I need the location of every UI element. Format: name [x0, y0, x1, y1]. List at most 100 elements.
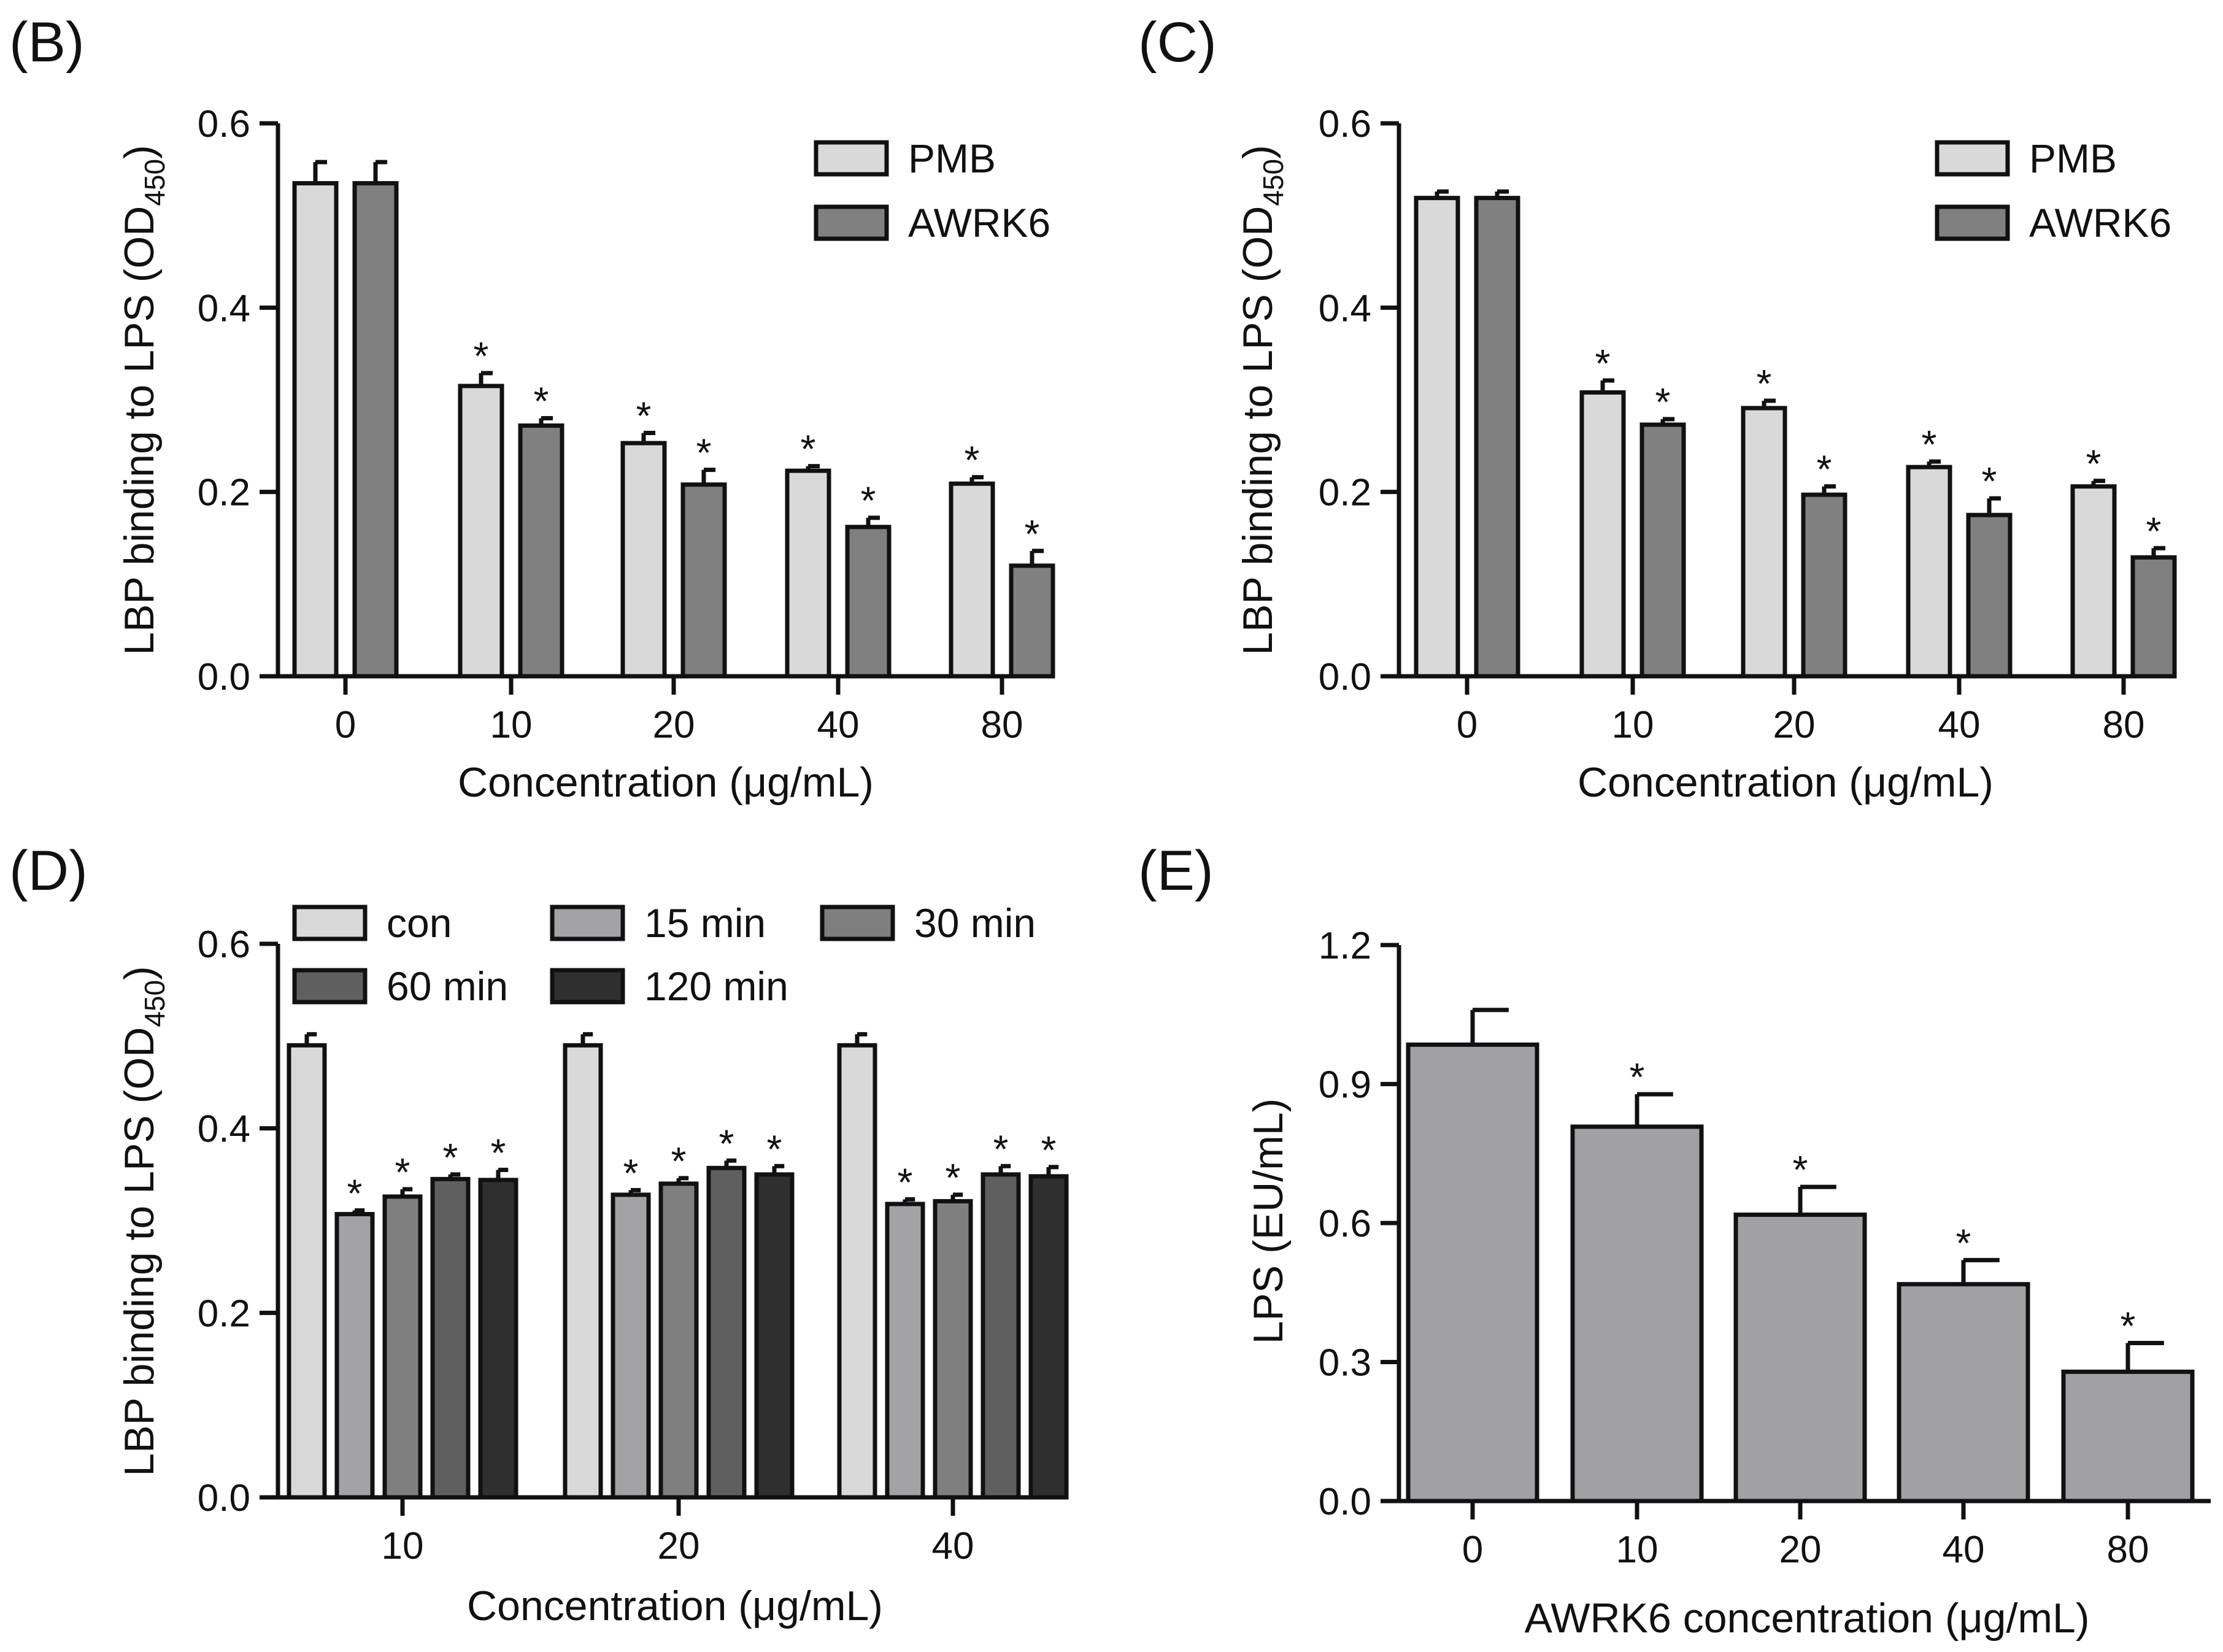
significance-marker: * [2086, 442, 2102, 486]
significance-marker: * [623, 1151, 639, 1195]
bar [683, 485, 725, 676]
significance-marker: * [965, 438, 980, 482]
bar [355, 183, 396, 676]
x-tick-label: 40 [817, 704, 860, 746]
x-tick-label: 20 [1773, 704, 1816, 746]
y-tick-label: 0.3 [1319, 1342, 1371, 1384]
legend-swatch [552, 970, 623, 1002]
significance-marker: * [1793, 1148, 1808, 1192]
bar [623, 443, 665, 676]
x-tick-label: 80 [2107, 1529, 2149, 1571]
y-axis-label-end: ) [1235, 145, 1281, 159]
significance-marker: * [1982, 459, 1997, 503]
bar [520, 426, 562, 676]
legend-swatch [1937, 207, 2008, 239]
y-axis-label-end: ) [116, 145, 163, 159]
y-tick-label: 0.2 [1319, 472, 1371, 514]
significance-marker: * [395, 1150, 410, 1194]
legend-swatch [822, 907, 893, 939]
legend-swatch [1937, 142, 2008, 174]
bar [433, 1179, 468, 1497]
legend: PMB AWRK6 [1937, 136, 2171, 245]
bar [480, 1180, 516, 1497]
bar [839, 1045, 875, 1497]
y-axis-label-subscript: 450 [139, 980, 171, 1027]
bar [613, 1195, 649, 1497]
chart-panel-3: (E) 0.0 0.3 0.6 0.9 1.2 0 10 * 20 * 40 * 80 * AWRK6 con… [1138, 840, 2211, 1642]
chart-panel-2: (D) 0.0 0.2 0.4 0.6 10 * * * * 20 * * * * 40 * * * * Concent… [9, 840, 1066, 1629]
x-tick-label: 20 [658, 1525, 700, 1567]
bar [935, 1201, 971, 1497]
y-axis-label: LBP binding to LPS (OD450) [116, 966, 171, 1476]
x-axis-label: AWRK6 concentration (μg/mL) [1525, 1595, 2090, 1642]
y-tick-label: 0.0 [198, 656, 250, 698]
significance-marker: * [2146, 509, 2162, 553]
x-tick-label: 10 [382, 1525, 424, 1567]
x-tick-label: 20 [653, 704, 695, 746]
legend-swatch [295, 970, 365, 1002]
figure-canvas: (B)0.00.20.40.60 10**20**40**80**Concentr… [0, 0, 2223, 1652]
x-tick-label: 40 [1943, 1529, 1985, 1571]
bar [565, 1045, 601, 1497]
y-tick-label: 0.6 [1319, 1203, 1371, 1245]
bar [1573, 1127, 1701, 1501]
y-tick-label: 1.2 [1319, 925, 1371, 967]
panel-label: (C) [1138, 11, 1217, 74]
y-tick-label: 0.4 [1319, 287, 1371, 330]
significance-marker: * [993, 1127, 1009, 1171]
y-axis-label-subscript: 450 [139, 159, 171, 206]
x-tick-label: 80 [2103, 704, 2145, 746]
legend-label: 30 min [914, 900, 1036, 946]
bar [2063, 1372, 2192, 1501]
bar [1968, 515, 2010, 676]
bar [1416, 198, 1458, 676]
significance-marker: * [1922, 422, 1937, 466]
legend-label: con [387, 900, 452, 946]
legend-swatch [552, 907, 623, 939]
significance-marker: * [719, 1121, 734, 1165]
bar [709, 1168, 744, 1497]
significance-marker: * [696, 431, 712, 475]
bar [1011, 566, 1053, 676]
significance-marker: * [801, 427, 816, 471]
legend-swatch [816, 207, 887, 239]
significance-marker: * [671, 1139, 687, 1183]
significance-marker: * [636, 394, 652, 438]
significance-marker: * [443, 1135, 458, 1179]
panel-label: (B) [9, 11, 85, 74]
chart-panel-1: (C) 0.0 0.2 0.4 0.6 0 10 * * 20 * * 40 * * 80 * * Concentr… [1138, 11, 2175, 806]
bar [787, 471, 829, 676]
x-axis-label: Concentration (μg/mL) [467, 1583, 883, 1629]
y-axis-label-subscript: 450 [1257, 159, 1289, 206]
y-axis-label-main: LBP binding to LPS (OD [116, 1027, 163, 1476]
y-axis-label-main: LBP binding to LPS (OD [116, 206, 163, 655]
bar [887, 1204, 923, 1497]
bar [1476, 198, 1518, 676]
y-tick-label: 0.0 [198, 1477, 250, 1519]
legend: con 15 min 30 min 60 min 120 min [295, 900, 1036, 1009]
significance-marker: * [1630, 1055, 1645, 1099]
legend-label: PMB [2029, 136, 2117, 181]
x-tick-label: 40 [932, 1525, 974, 1567]
bar [1582, 392, 1624, 676]
bar [847, 527, 889, 676]
bar [951, 484, 993, 676]
y-axis-label: LBP binding to LPS (OD450) [1235, 145, 1289, 655]
significance-marker: * [2121, 1304, 2136, 1348]
bar [1803, 495, 1845, 676]
y-axis-label-end: ) [116, 966, 163, 980]
panel-label: (E) [1138, 840, 1214, 902]
significance-marker: * [767, 1127, 782, 1171]
legend-label: PMB [908, 136, 996, 181]
bar [661, 1184, 696, 1497]
y-tick-label: 0.4 [198, 287, 250, 330]
x-tick-label: 10 [490, 704, 533, 746]
bar [295, 183, 336, 676]
significance-marker: * [491, 1130, 506, 1175]
significance-marker: * [1025, 512, 1040, 556]
significance-marker: * [861, 479, 876, 523]
y-tick-label: 0.0 [1319, 656, 1371, 698]
y-axis-label-main: LPS (EU/mL) [1245, 1098, 1292, 1345]
significance-marker: * [1757, 361, 1772, 406]
bar [337, 1214, 372, 1497]
